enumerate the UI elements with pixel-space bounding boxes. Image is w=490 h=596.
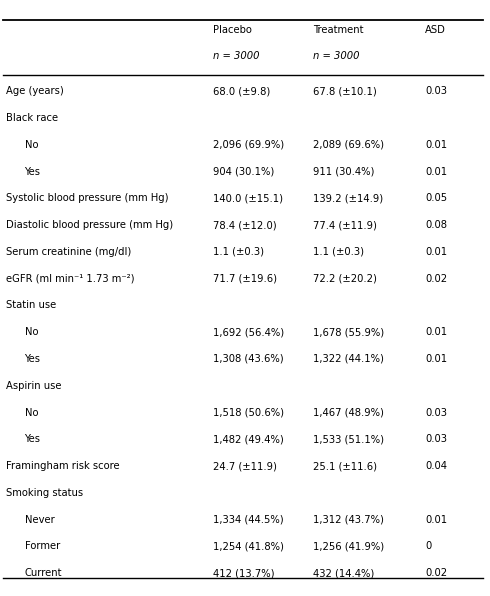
Text: 0.01: 0.01 — [425, 327, 447, 337]
Text: 2,096 (69.9%): 2,096 (69.9%) — [213, 140, 284, 150]
Text: Aspirin use: Aspirin use — [6, 381, 61, 391]
Text: Statin use: Statin use — [6, 300, 56, 311]
Text: 0.05: 0.05 — [425, 193, 447, 203]
Text: Treatment: Treatment — [313, 24, 363, 35]
Text: Age (years): Age (years) — [6, 86, 64, 96]
Text: 412 (13.7%): 412 (13.7%) — [213, 568, 275, 578]
Text: 1,467 (48.9%): 1,467 (48.9%) — [313, 408, 384, 418]
Text: 1,334 (44.5%): 1,334 (44.5%) — [213, 515, 284, 524]
Text: Never: Never — [24, 515, 54, 524]
Text: 0.01: 0.01 — [425, 247, 447, 257]
Text: Yes: Yes — [24, 354, 41, 364]
Text: eGFR (ml min⁻¹ 1.73 m⁻²): eGFR (ml min⁻¹ 1.73 m⁻²) — [6, 274, 134, 284]
Text: 139.2 (±14.9): 139.2 (±14.9) — [313, 193, 383, 203]
Text: No: No — [24, 408, 38, 418]
Text: 1,692 (56.4%): 1,692 (56.4%) — [213, 327, 284, 337]
Text: 1.1 (±0.3): 1.1 (±0.3) — [313, 247, 364, 257]
Text: 0.03: 0.03 — [425, 86, 447, 96]
Text: 67.8 (±10.1): 67.8 (±10.1) — [313, 86, 376, 96]
Text: 904 (30.1%): 904 (30.1%) — [213, 166, 274, 176]
Text: 0.01: 0.01 — [425, 515, 447, 524]
Text: 0.08: 0.08 — [425, 220, 447, 230]
Text: 0.02: 0.02 — [425, 568, 447, 578]
Text: 0.02: 0.02 — [425, 274, 447, 284]
Text: 0.01: 0.01 — [425, 166, 447, 176]
Text: No: No — [24, 140, 38, 150]
Text: Former: Former — [24, 541, 60, 551]
Text: 2,089 (69.6%): 2,089 (69.6%) — [313, 140, 384, 150]
Text: Diastolic blood pressure (mm Hg): Diastolic blood pressure (mm Hg) — [6, 220, 173, 230]
Text: 1,312 (43.7%): 1,312 (43.7%) — [313, 515, 384, 524]
Text: n = 3000: n = 3000 — [213, 51, 260, 61]
Text: n = 3000: n = 3000 — [313, 51, 359, 61]
Text: 1,518 (50.6%): 1,518 (50.6%) — [213, 408, 284, 418]
Text: 432 (14.4%): 432 (14.4%) — [313, 568, 374, 578]
Text: ASD: ASD — [425, 24, 446, 35]
Text: Yes: Yes — [24, 166, 41, 176]
Text: 1,308 (43.6%): 1,308 (43.6%) — [213, 354, 284, 364]
Text: Framingham risk score: Framingham risk score — [6, 461, 120, 471]
Text: 1,256 (41.9%): 1,256 (41.9%) — [313, 541, 384, 551]
Text: Placebo: Placebo — [213, 24, 252, 35]
Text: 1,678 (55.9%): 1,678 (55.9%) — [313, 327, 384, 337]
Text: 911 (30.4%): 911 (30.4%) — [313, 166, 374, 176]
Text: 77.4 (±11.9): 77.4 (±11.9) — [313, 220, 376, 230]
Text: 72.2 (±20.2): 72.2 (±20.2) — [313, 274, 376, 284]
Text: Systolic blood pressure (mm Hg): Systolic blood pressure (mm Hg) — [6, 193, 169, 203]
Text: 1,533 (51.1%): 1,533 (51.1%) — [313, 434, 384, 445]
Text: Yes: Yes — [24, 434, 41, 445]
Text: 140.0 (±15.1): 140.0 (±15.1) — [213, 193, 283, 203]
Text: No: No — [24, 327, 38, 337]
Text: 24.7 (±11.9): 24.7 (±11.9) — [213, 461, 277, 471]
Text: 25.1 (±11.6): 25.1 (±11.6) — [313, 461, 377, 471]
Text: Smoking status: Smoking status — [6, 488, 83, 498]
Text: 1,254 (41.8%): 1,254 (41.8%) — [213, 541, 284, 551]
Text: 0.03: 0.03 — [425, 434, 447, 445]
Text: 1,482 (49.4%): 1,482 (49.4%) — [213, 434, 284, 445]
Text: 1,322 (44.1%): 1,322 (44.1%) — [313, 354, 384, 364]
Text: 1.1 (±0.3): 1.1 (±0.3) — [213, 247, 264, 257]
Text: 0.01: 0.01 — [425, 354, 447, 364]
Text: 0.04: 0.04 — [425, 461, 447, 471]
Text: 0.01: 0.01 — [425, 140, 447, 150]
Text: 0: 0 — [425, 541, 432, 551]
Text: 78.4 (±12.0): 78.4 (±12.0) — [213, 220, 277, 230]
Text: Black race: Black race — [6, 113, 58, 123]
Text: 0.03: 0.03 — [425, 408, 447, 418]
Text: Current: Current — [24, 568, 62, 578]
Text: 71.7 (±19.6): 71.7 (±19.6) — [213, 274, 277, 284]
Text: Serum creatinine (mg/dl): Serum creatinine (mg/dl) — [6, 247, 131, 257]
Text: 68.0 (±9.8): 68.0 (±9.8) — [213, 86, 270, 96]
